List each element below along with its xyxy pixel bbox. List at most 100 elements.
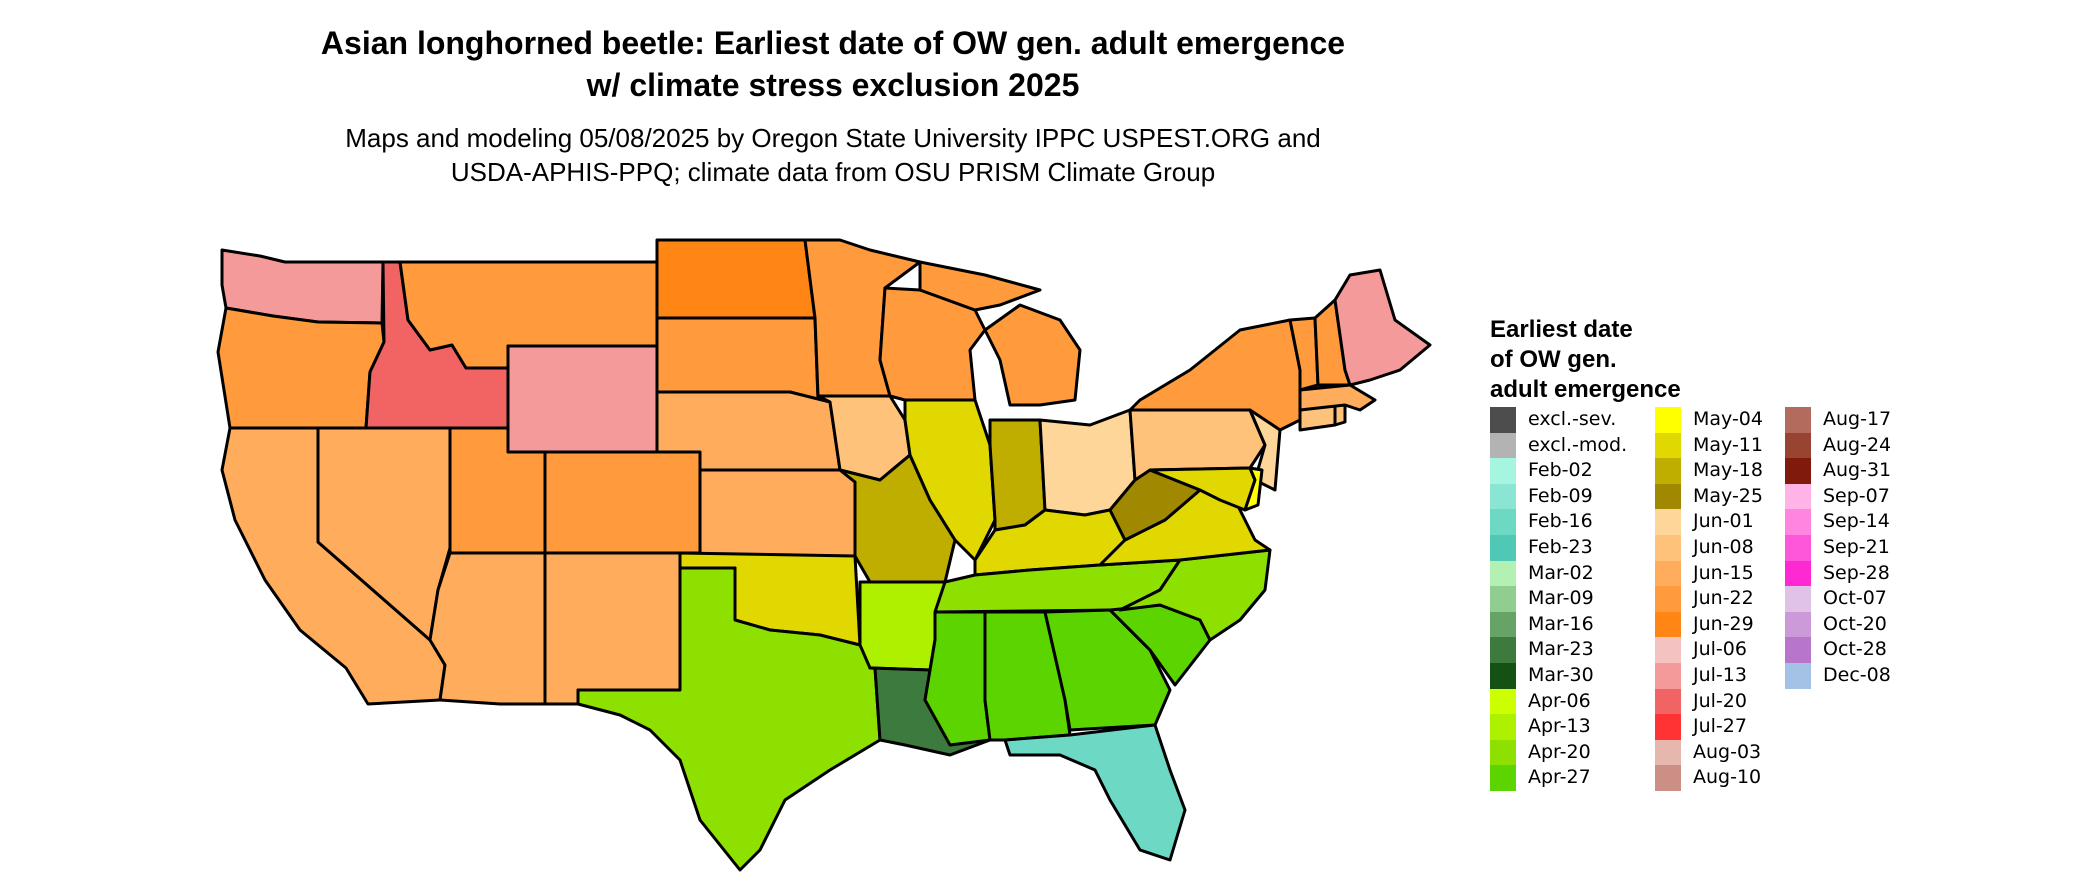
legend-label: Mar-02 xyxy=(1528,561,1594,584)
legend-label: Jul-06 xyxy=(1693,638,1747,661)
legend-swatch xyxy=(1490,483,1516,510)
legend-swatch xyxy=(1785,611,1811,638)
legend-swatch xyxy=(1785,432,1811,459)
state-il xyxy=(903,398,997,562)
legend-label: Aug-10 xyxy=(1693,766,1762,789)
us-map xyxy=(216,238,1432,872)
state-az xyxy=(428,551,547,706)
state-ma xyxy=(1298,383,1377,412)
legend-swatch xyxy=(1490,586,1516,612)
legend-swatch xyxy=(1655,535,1681,561)
legend-swatch xyxy=(1655,560,1681,587)
legend-label: Jul-20 xyxy=(1693,689,1747,712)
map-subtitle-line-2: USDA-APHIS-PPQ; climate data from OSU PR… xyxy=(450,157,1216,187)
legend-title-line-3: adult emergence xyxy=(1490,376,1681,403)
state-nd xyxy=(655,238,817,320)
legend-label: May-25 xyxy=(1693,484,1763,507)
state-mi xyxy=(918,260,1082,407)
state-sd xyxy=(655,316,820,402)
legend-swatch xyxy=(1655,509,1681,535)
state-co xyxy=(543,450,702,555)
legend-label: Feb-23 xyxy=(1528,536,1593,558)
legend-title-line-1: Earliest date xyxy=(1490,316,1633,343)
legend-label: Aug-31 xyxy=(1823,459,1892,482)
legend-swatch xyxy=(1655,765,1681,791)
legend-label: excl.-mod. xyxy=(1528,433,1628,456)
map-subtitle: Maps and modeling 05/08/2025 by Oregon S… xyxy=(0,121,1666,189)
legend-swatch xyxy=(1655,483,1681,510)
legend-swatch xyxy=(1490,535,1516,561)
state-nj xyxy=(1248,408,1282,492)
legend-label: Sep-21 xyxy=(1823,536,1890,558)
legend-label: Feb-16 xyxy=(1528,510,1593,533)
legend-swatch xyxy=(1490,637,1516,663)
state-tx xyxy=(576,566,882,872)
legend-label: Mar-16 xyxy=(1528,612,1594,635)
legend-label: Apr-20 xyxy=(1528,740,1591,763)
map-title: Asian longhorned beetle: Earliest date o… xyxy=(0,22,1666,106)
legend-swatch xyxy=(1655,458,1681,484)
legend-swatch xyxy=(1655,688,1681,715)
state-de xyxy=(1243,466,1264,512)
legend: Earliest date of OW gen. adult emergence… xyxy=(1490,315,2080,815)
legend-swatch xyxy=(1655,611,1681,638)
legend-swatch xyxy=(1785,535,1811,561)
map-subtitle-line-1: Maps and modeling 05/08/2025 by Oregon S… xyxy=(345,123,1321,153)
legend-label: Aug-17 xyxy=(1823,408,1892,430)
legend-swatch xyxy=(1490,739,1516,766)
legend-label: Jun-08 xyxy=(1693,536,1754,558)
legend-label: Feb-09 xyxy=(1528,484,1593,507)
legend-swatch xyxy=(1655,432,1681,459)
state-mo xyxy=(838,453,957,584)
state-layer xyxy=(216,238,1432,872)
legend-label: Sep-14 xyxy=(1823,510,1890,533)
legend-swatch xyxy=(1490,663,1516,689)
legend-swatch xyxy=(1785,637,1811,663)
legend-swatch xyxy=(1785,663,1811,689)
legend-swatch xyxy=(1490,458,1516,484)
state-me xyxy=(1333,268,1432,387)
legend-swatch xyxy=(1655,714,1681,740)
legend-label: Aug-24 xyxy=(1823,433,1892,456)
legend-label: Aug-03 xyxy=(1693,740,1762,763)
legend-swatch xyxy=(1785,560,1811,587)
legend-swatch xyxy=(1490,560,1516,587)
legend-label: Apr-06 xyxy=(1528,689,1591,712)
legend-swatch xyxy=(1785,586,1811,612)
legend-label: Oct-28 xyxy=(1823,638,1887,661)
legend-title: Earliest date of OW gen. adult emergence xyxy=(1490,315,1681,405)
legend-label: Sep-07 xyxy=(1823,484,1890,507)
legend-swatch xyxy=(1490,611,1516,638)
legend-label: Jul-27 xyxy=(1693,715,1747,738)
legend-swatch xyxy=(1655,407,1681,433)
state-nm xyxy=(543,551,682,706)
legend-label: May-11 xyxy=(1693,433,1763,456)
legend-label: May-04 xyxy=(1693,408,1763,430)
state-nc xyxy=(1118,548,1272,642)
legend-label: Jul-13 xyxy=(1693,664,1747,686)
legend-label: Mar-30 xyxy=(1528,664,1594,686)
legend-swatch xyxy=(1655,739,1681,766)
state-wy xyxy=(506,344,659,454)
legend-label: Jun-15 xyxy=(1693,561,1754,584)
legend-swatch xyxy=(1490,407,1516,433)
legend-label: Dec-08 xyxy=(1823,664,1891,686)
legend-swatch xyxy=(1490,432,1516,459)
legend-label: Jun-01 xyxy=(1693,510,1754,533)
legend-swatch xyxy=(1655,586,1681,612)
state-or xyxy=(216,306,386,430)
map-title-line-2: w/ climate stress exclusion 2025 xyxy=(586,67,1080,103)
legend-label: Sep-28 xyxy=(1823,561,1890,584)
legend-swatch xyxy=(1785,509,1811,535)
state-ri xyxy=(1333,403,1347,427)
legend-swatch xyxy=(1490,509,1516,535)
legend-label: Jun-22 xyxy=(1693,587,1754,610)
legend-swatch xyxy=(1490,714,1516,740)
legend-label: excl.-sev. xyxy=(1528,408,1617,430)
legend-label: Apr-27 xyxy=(1528,766,1591,789)
legend-title-line-2: of OW gen. xyxy=(1490,346,1617,373)
legend-swatch xyxy=(1490,688,1516,715)
legend-swatch xyxy=(1785,407,1811,433)
legend-swatch xyxy=(1655,663,1681,689)
legend-swatch xyxy=(1490,765,1516,791)
